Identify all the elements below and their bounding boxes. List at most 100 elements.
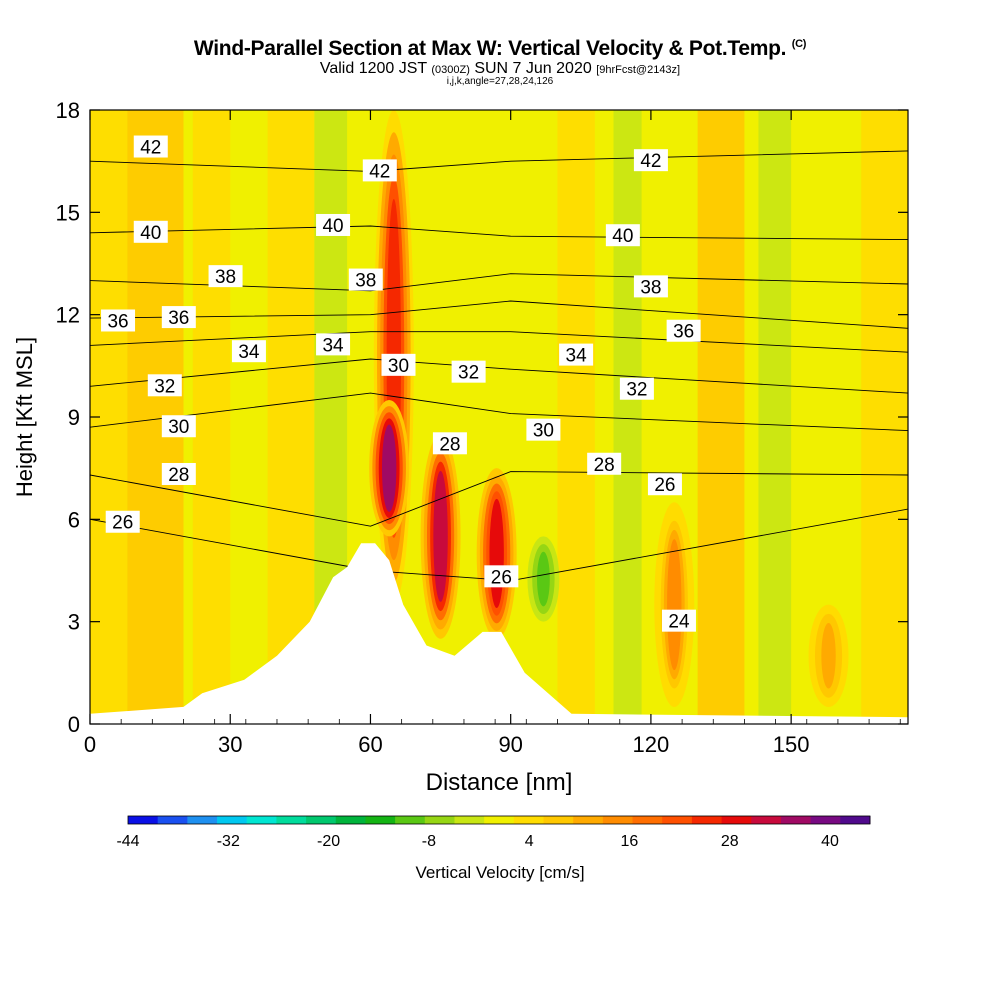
theta-contour-34	[90, 331, 908, 353]
svg-text:36: 36	[168, 308, 189, 329]
svg-text:26: 26	[654, 475, 675, 496]
vertical-velocity-cell	[667, 539, 682, 671]
terrain	[90, 543, 908, 724]
field-band	[758, 110, 792, 724]
field-band	[192, 110, 231, 724]
colorbar-swatch	[840, 816, 871, 824]
colorbar-swatch	[484, 816, 515, 824]
svg-text:32: 32	[154, 376, 175, 397]
chart-title: Wind-Parallel Section at Max W: Vertical…	[0, 37, 1000, 61]
svg-text:32: 32	[626, 380, 647, 401]
colorbar-swatch	[573, 816, 604, 824]
svg-text:40: 40	[140, 223, 161, 244]
contour-label: 30	[381, 353, 416, 377]
colorbar: -44 -32 -20 -8 4 16 28 40	[116, 815, 871, 850]
contour-label: 26	[105, 510, 140, 534]
theta-contour-42	[90, 150, 908, 172]
colorbar-swatch	[632, 816, 663, 824]
colorbar-swatch	[751, 816, 782, 824]
svg-text:28: 28	[168, 465, 189, 486]
colorbar-label: Vertical Velocity [cm/s]	[415, 863, 585, 882]
colorbar-tick-label: -20	[317, 833, 340, 850]
svg-text:38: 38	[215, 267, 236, 288]
contour-label: 36	[666, 319, 701, 343]
chart-title-text: Wind-Parallel Section at Max W: Vertical…	[193, 37, 787, 60]
x-axis-label: Distance [nm]	[426, 769, 573, 796]
y-axis-label: Height [Kft MSL]	[12, 337, 37, 497]
theta-contour-28	[90, 471, 908, 527]
colorbar-swatch	[513, 816, 545, 824]
colorbar-frame	[127, 815, 871, 825]
x-tick-label: 120	[633, 732, 670, 757]
vertical-velocity-cell	[433, 470, 448, 602]
contour-label: 36	[161, 306, 196, 329]
svg-text:34: 34	[238, 342, 260, 363]
field-band	[267, 110, 315, 724]
contour-label: 34	[231, 340, 266, 363]
svg-text:26: 26	[491, 567, 512, 588]
contour-label: 34	[316, 333, 351, 356]
x-tick-label: 30	[218, 732, 242, 757]
valid-date: SUN 7 Jun 2020	[474, 60, 592, 77]
contour-label: 32	[451, 360, 486, 384]
field-band	[697, 110, 745, 724]
contour-label: 30	[161, 415, 196, 438]
field-band	[613, 110, 642, 724]
contour-label: 38	[633, 275, 668, 298]
colorbar-swatch	[691, 816, 723, 824]
svg-text:28: 28	[439, 434, 460, 455]
svg-text:38: 38	[640, 277, 661, 298]
svg-text:28: 28	[594, 455, 615, 476]
valid-time: Valid 1200 JST	[319, 60, 427, 77]
colorbar-swatch	[128, 816, 159, 824]
contour-label: 32	[147, 374, 182, 397]
contour-label: 40	[316, 213, 351, 237]
colorbar-swatch	[721, 816, 752, 824]
contour-label: 30	[526, 418, 561, 442]
svg-text:30: 30	[168, 417, 189, 438]
colorbar-swatch	[246, 816, 277, 824]
contour-label: 26	[647, 473, 682, 496]
colorbar-swatch	[454, 816, 485, 824]
svg-text:42: 42	[140, 138, 161, 159]
colorbar-tick-label: 16	[621, 833, 639, 850]
terrain-profile	[90, 543, 908, 724]
contour-label: 42	[362, 159, 397, 182]
svg-text:26: 26	[112, 513, 133, 534]
theta-contour-26	[90, 508, 908, 582]
contour-label: 24	[661, 609, 696, 633]
colorbar-swatch	[217, 816, 248, 824]
contour-label: 28	[161, 462, 196, 486]
utc-time: (0300Z)	[431, 64, 470, 76]
theta-contour-32	[90, 358, 908, 394]
contour-label: 28	[432, 432, 467, 455]
theta-contour-30	[90, 392, 908, 432]
theta-contour-36	[90, 300, 908, 329]
colorbar-tick-label: -8	[422, 833, 436, 850]
colorbar-swatch	[602, 816, 634, 824]
contour-label: 32	[619, 377, 654, 401]
colorbar-tick-label: 28	[721, 833, 739, 850]
section-indices: i,j,k,angle=27,28,24,126	[446, 76, 554, 87]
x-tick-label: 0	[84, 732, 96, 757]
contour-labels: 42 42 42 40 40 40 38 38 38 36 36 36 34 34 34 32 32 32 30 30…	[101, 135, 701, 633]
contour-label: 40	[605, 224, 640, 247]
svg-text:30: 30	[388, 356, 409, 377]
svg-text:36: 36	[107, 311, 128, 332]
contour-label: 34	[559, 343, 594, 367]
x-tick-label: 90	[498, 732, 522, 757]
colorbar-swatch	[276, 816, 307, 824]
colorbar-swatch	[395, 816, 426, 824]
colorbar-tick-label: 4	[525, 833, 534, 850]
colorbar-swatch	[306, 816, 337, 824]
svg-text:34: 34	[566, 346, 588, 367]
colorbar-swatch	[810, 816, 841, 824]
contour-label: 40	[133, 220, 168, 244]
svg-text:30: 30	[533, 421, 554, 442]
copyright-mark: (C)	[791, 38, 807, 50]
vertical-velocity-field	[90, 110, 908, 724]
svg-text:34: 34	[322, 335, 344, 356]
colorbar-tick-label: -44	[116, 833, 139, 850]
y-tick-label: 12	[56, 303, 80, 328]
